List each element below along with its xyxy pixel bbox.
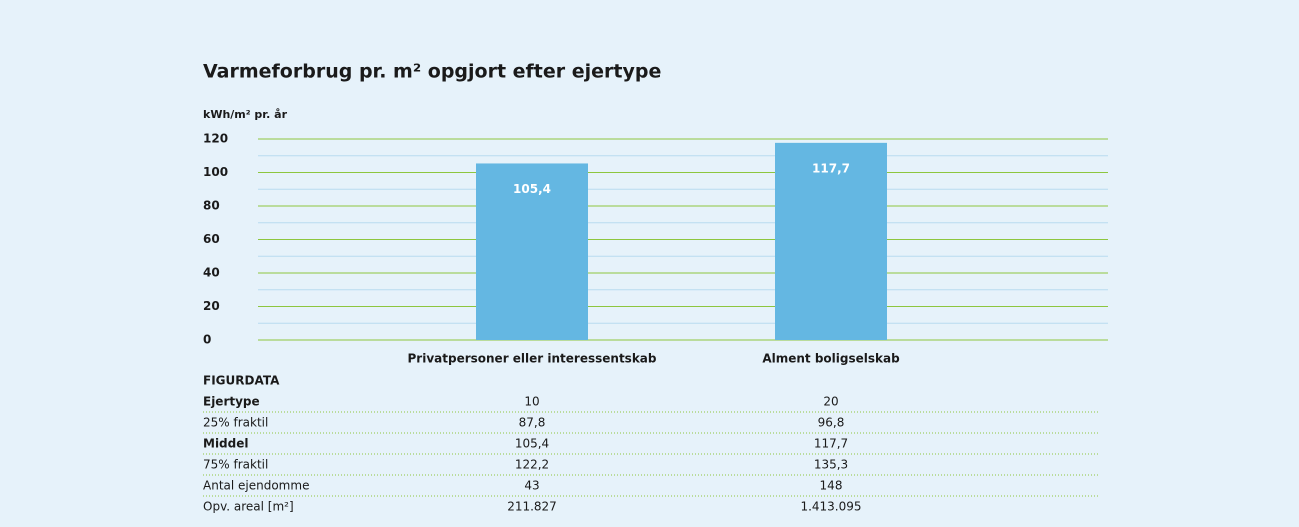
value-label: 117,7	[812, 161, 850, 175]
table-cell: 20	[823, 395, 838, 409]
x-tick-label: Alment boligselskab	[762, 352, 900, 366]
row-label: 75% fraktil	[203, 458, 268, 472]
value-label: 105,4	[513, 182, 551, 196]
y-tick-label: 60	[203, 232, 220, 246]
y-axis-label: kWh/m² pr. år	[203, 108, 288, 121]
y-tick-label: 20	[203, 299, 220, 313]
table-cell: 211.827	[507, 500, 557, 514]
table-cell: 135,3	[814, 458, 848, 472]
table-cell: 117,7	[814, 437, 848, 451]
y-tick-label: 80	[203, 199, 220, 213]
table-cell: 96,8	[818, 416, 845, 430]
row-label: Ejertype	[203, 395, 260, 409]
table-cell: 10	[524, 395, 539, 409]
table-cell: 43	[524, 479, 539, 493]
y-tick-label: 40	[203, 266, 220, 280]
row-label: 25% fraktil	[203, 416, 268, 430]
table-cell: 87,8	[519, 416, 546, 430]
y-tick-label: 0	[203, 333, 211, 347]
table-cell: 122,2	[515, 458, 549, 472]
row-label: Antal ejendomme	[203, 479, 309, 493]
bar	[476, 163, 588, 340]
row-label: Opv. areal [m²]	[203, 500, 294, 514]
table-cell: 148	[820, 479, 843, 493]
table-title: FIGURDATA	[203, 374, 280, 388]
bar	[775, 142, 887, 340]
chart-title: Varmeforbrug pr. m² opgjort efter ejerty…	[203, 61, 661, 83]
row-label: Middel	[203, 437, 249, 451]
x-tick-label: Privatpersoner eller interessentskab	[408, 352, 657, 366]
table-cell: 105,4	[515, 437, 549, 451]
y-tick-label: 120	[203, 132, 228, 146]
table-cell: 1.413.095	[800, 500, 861, 514]
y-tick-label: 100	[203, 165, 228, 179]
